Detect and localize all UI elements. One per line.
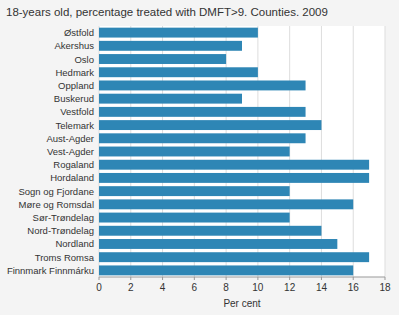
bar	[99, 28, 258, 38]
bar	[99, 173, 369, 183]
category-label: Nordland	[55, 238, 94, 249]
x-axis-label: Per cent	[223, 298, 260, 309]
category-labels: Østfold Akershus Oslo Hedmark Oppland Buskeru…	[7, 27, 95, 276]
background	[0, 0, 399, 315]
plot-area	[99, 26, 385, 277]
x-axis: 0 2 4 6 8 10 12 14 16 18	[96, 277, 391, 293]
category-label: Vest-Agder	[47, 146, 94, 157]
tick-mark	[162, 277, 163, 280]
bar	[99, 226, 321, 236]
category-label: Sogn og Fjordane	[18, 186, 94, 197]
tick-mark	[353, 277, 354, 280]
bar	[99, 67, 258, 77]
tick-mark	[99, 277, 100, 280]
tick-mark	[130, 277, 131, 280]
bar	[99, 199, 353, 209]
tick-label: 4	[160, 282, 166, 293]
bar	[99, 147, 290, 157]
category-label: Buskerud	[54, 93, 94, 104]
tick-label: 10	[252, 282, 264, 293]
category-label: Østfold	[64, 27, 94, 38]
tick-mark	[226, 277, 227, 280]
tick-mark	[321, 277, 322, 280]
grid-line	[385, 26, 386, 277]
bar	[99, 133, 306, 143]
tick-label: 12	[284, 282, 296, 293]
grid-line	[353, 26, 354, 277]
grid	[99, 26, 385, 277]
bar	[99, 41, 242, 51]
tick-label: 0	[96, 282, 102, 293]
tick-label: 6	[192, 282, 198, 293]
category-label: Oslo	[74, 54, 94, 65]
tick-label: 18	[379, 282, 391, 293]
tick-label: 2	[128, 282, 134, 293]
category-label: Sør-Trøndelag	[33, 212, 94, 223]
tick-mark	[385, 277, 386, 280]
category-label: Troms Romsa	[35, 252, 95, 263]
tick-label: 14	[316, 282, 328, 293]
tick-label: 16	[348, 282, 360, 293]
category-label: Hedmark	[55, 67, 94, 78]
bar	[99, 120, 321, 130]
category-label: Rogaland	[53, 159, 94, 170]
bar	[99, 252, 369, 262]
tick-label: 8	[223, 282, 229, 293]
bar	[99, 160, 369, 170]
bar	[99, 239, 337, 249]
tick-mark	[194, 277, 195, 280]
category-label: Telemark	[55, 120, 94, 131]
category-label: Finnmark Finnmárku	[7, 265, 94, 276]
category-label: Vestfold	[60, 106, 94, 117]
bar	[99, 80, 306, 90]
category-label: Oppland	[58, 80, 94, 91]
category-label: Akershus	[54, 40, 94, 51]
category-label: Aust-Agder	[46, 133, 94, 144]
tick-mark	[257, 277, 258, 280]
chart: 18-years old, percentage treated with DM…	[0, 0, 399, 315]
bar	[99, 213, 290, 223]
bar	[99, 94, 242, 104]
bar	[99, 107, 306, 117]
bar	[99, 186, 290, 196]
tick-mark	[289, 277, 290, 280]
title: 18-years old, percentage treated with DM…	[6, 6, 328, 18]
category-label: Møre og Romsdal	[19, 199, 95, 210]
bars	[99, 28, 369, 276]
category-label: Hordaland	[50, 172, 94, 183]
axis-line	[99, 277, 385, 278]
category-label: Nord-Trøndelag	[27, 225, 94, 236]
bar	[99, 265, 353, 275]
bar	[99, 54, 226, 64]
